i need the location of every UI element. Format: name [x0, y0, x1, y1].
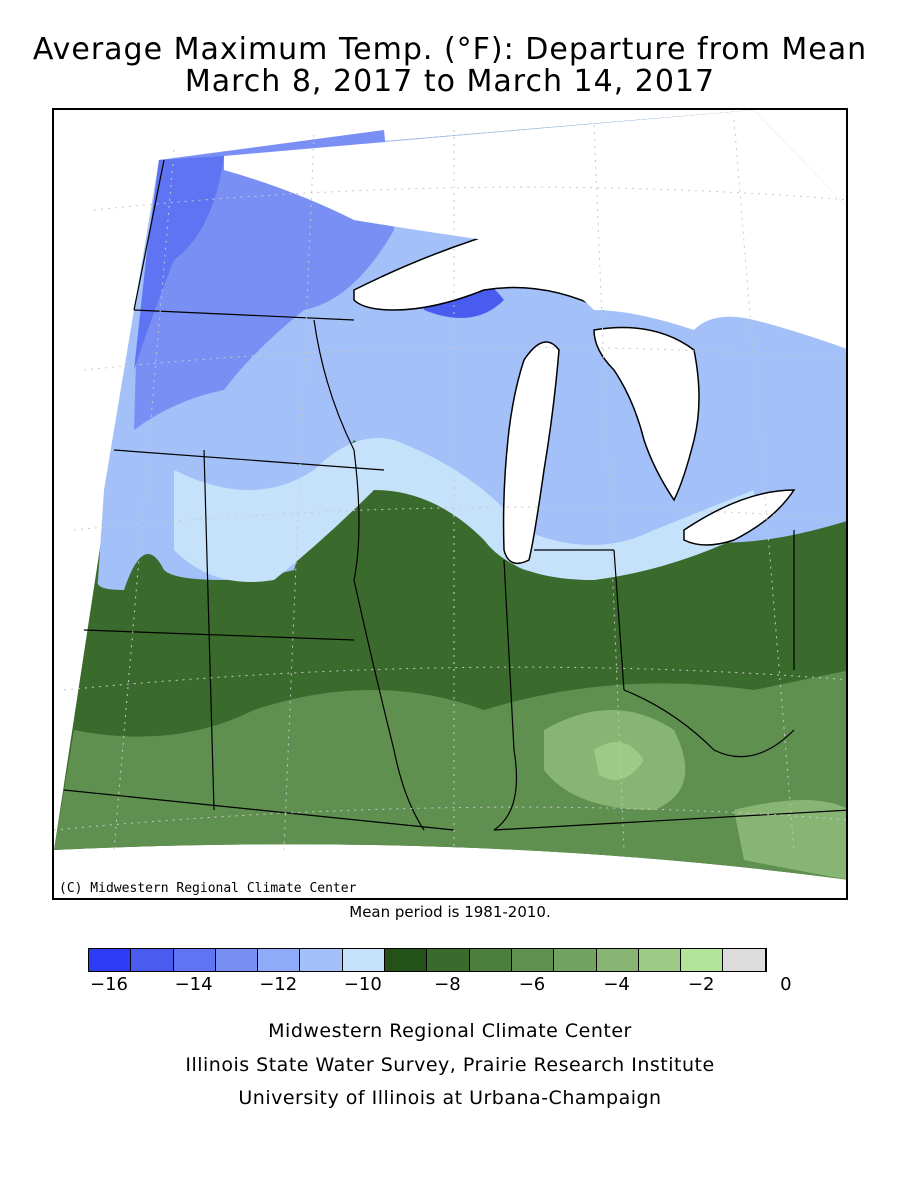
state-borders	[63, 159, 846, 831]
legend-swatch	[342, 949, 386, 971]
legend-swatch	[469, 949, 512, 971]
legend-tick-label: −16	[90, 974, 128, 995]
credit-uiuc: University of Illinois at Urbana-Champai…	[238, 1087, 662, 1109]
legend-swatch	[215, 949, 259, 971]
legend-tick-label: −10	[343, 974, 382, 995]
legend-swatch	[89, 949, 132, 971]
legend-tick-label: −6	[518, 974, 546, 995]
legend-tick-label: 0	[780, 974, 792, 995]
legend-swatch	[131, 949, 174, 971]
lake-erie	[683, 489, 796, 546]
legend-swatch	[596, 949, 639, 971]
canada-land	[224, 110, 846, 349]
temperature-map	[54, 110, 846, 880]
legend-swatch	[258, 949, 301, 971]
legend-tick-label: −14	[174, 974, 213, 995]
light-blue-band	[174, 438, 754, 582]
legend-color-bar	[88, 948, 767, 972]
graticule	[54, 119, 846, 851]
legend-swatch	[427, 949, 470, 971]
legend-swatch	[554, 949, 597, 971]
legend-swatch	[385, 949, 428, 971]
coldest-anomaly-region	[134, 156, 224, 370]
mildest-anomaly-spot	[594, 742, 644, 780]
lake-huron	[593, 326, 700, 502]
legend-swatch	[681, 949, 724, 971]
map-title: Average Maximum Temp. (°F): Departure fr…	[32, 32, 868, 67]
copyright-label: (C) Midwestern Regional Climate Center	[56, 880, 360, 897]
legend-swatch	[173, 949, 216, 971]
legend-tick-label: −8	[434, 974, 461, 995]
credit-mrcc: Midwestern Regional Climate Center	[268, 1020, 632, 1042]
legend-swatch	[638, 949, 682, 971]
legend-tick-label: −2	[687, 974, 715, 995]
mean-period-note: Mean period is 1981-2010.	[349, 903, 551, 921]
legend-swatch	[300, 949, 343, 971]
map-panel: (C) Midwestern Regional Climate Center	[52, 108, 848, 900]
credit-isws: Illinois State Water Survey, Prairie Res…	[185, 1054, 715, 1076]
se-mild-region	[734, 800, 846, 880]
legend-swatch	[723, 949, 766, 971]
legend-tick-label: −12	[259, 974, 298, 995]
lake-michigan	[502, 341, 560, 565]
map-date-range: March 8, 2017 to March 14, 2017	[184, 64, 716, 99]
color-legend: −16 −14 −12 −10 −8 −6 −4 −2 0	[88, 946, 812, 1006]
legend-tick-label: −4	[603, 974, 630, 995]
legend-swatch	[511, 949, 555, 971]
